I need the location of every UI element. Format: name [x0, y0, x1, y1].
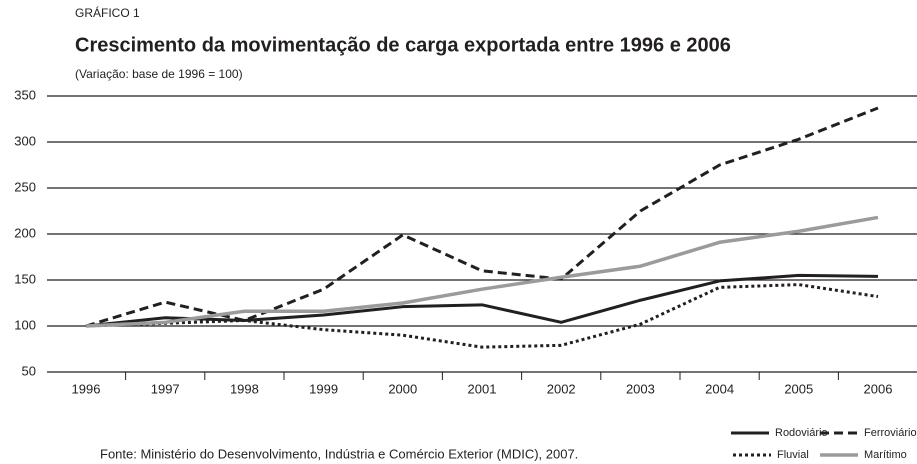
chart-source: Fonte: Ministério do Desenvolvimento, In… — [100, 446, 578, 461]
y-tick-label: 350 — [14, 87, 36, 102]
legend-label: Ferroviário — [864, 427, 917, 439]
y-tick-label: 200 — [14, 225, 36, 240]
y-tick-label: 300 — [14, 133, 36, 148]
legend-label: Marítimo — [864, 449, 907, 461]
x-tick-label: 2001 — [468, 381, 497, 396]
series-line — [85, 215, 879, 328]
series-line — [85, 106, 879, 328]
x-tick-label: 1999 — [309, 381, 338, 396]
x-tick-label: 2006 — [864, 381, 893, 396]
y-tick-label: 100 — [14, 317, 36, 332]
x-tick-label: 1997 — [151, 381, 180, 396]
legend-label: Fluvial — [777, 449, 809, 461]
legend-label: Rodoviário — [775, 427, 828, 439]
chart-subtitle: (Variação: base de 1996 = 100) — [75, 67, 243, 81]
x-tick-label: 2005 — [784, 381, 813, 396]
x-tick-label: 2002 — [547, 381, 576, 396]
x-tick-label: 1998 — [230, 381, 259, 396]
series-line — [85, 273, 879, 328]
x-tick-label: 2000 — [388, 381, 417, 396]
chart-title: Crescimento da movimentação de carga exp… — [75, 34, 731, 56]
x-tick-label: 1996 — [72, 381, 101, 396]
series-line — [85, 283, 879, 349]
y-tick-label: 50 — [22, 363, 36, 378]
y-tick-label: 250 — [14, 179, 36, 194]
chart-label: GRÁFICO 1 — [75, 5, 140, 20]
y-tick-label: 150 — [14, 271, 36, 286]
x-tick-label: 2003 — [626, 381, 655, 396]
x-tick-label: 2004 — [705, 381, 734, 396]
